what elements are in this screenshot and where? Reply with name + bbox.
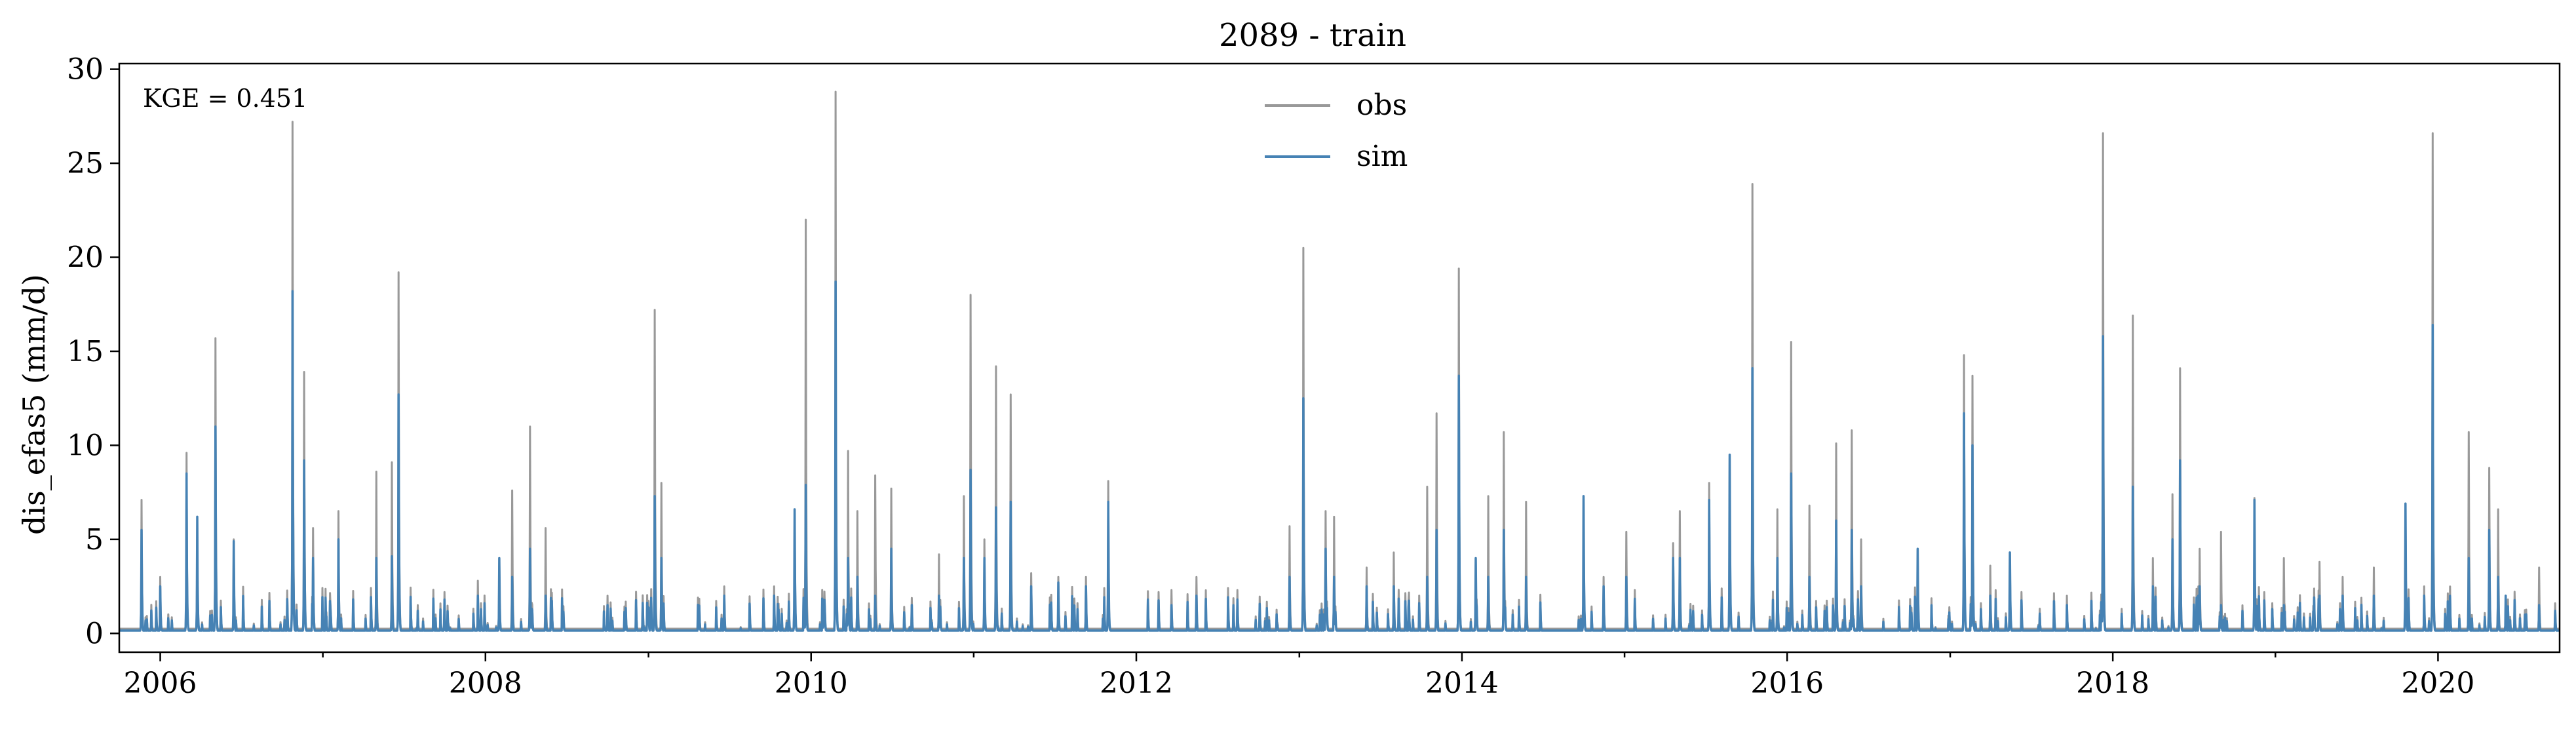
y-tick-label: 20 xyxy=(67,241,104,275)
x-tick-label: 2014 xyxy=(1425,667,1499,700)
x-tick-label: 2006 xyxy=(124,667,197,700)
kge-annotation: KGE = 0.451 xyxy=(143,84,307,113)
y-tick-label: 30 xyxy=(67,53,104,87)
y-tick-label: 10 xyxy=(67,429,104,462)
y-axis-label: dis_efas5 (mm/d) xyxy=(16,274,52,535)
legend-obs-label: obs xyxy=(1356,88,1407,122)
legend-sim-label: sim xyxy=(1356,140,1408,173)
y-axis: 0 5 10 15 20 25 30 xyxy=(67,53,119,650)
y-tick-label: 25 xyxy=(67,147,104,180)
x-tick-label: 2012 xyxy=(1100,667,1173,700)
x-tick-label: 2008 xyxy=(449,667,522,700)
x-tick-label: 2016 xyxy=(1750,667,1824,700)
x-tick-label: 2018 xyxy=(2076,667,2149,700)
y-tick-label: 0 xyxy=(85,617,104,650)
legend: obs sim xyxy=(1265,88,1408,173)
plot-area-frame xyxy=(118,62,2561,654)
chart-title: 2089 - train xyxy=(1219,17,1406,54)
series-obs-line xyxy=(119,90,2560,630)
series-sim-line xyxy=(118,281,2561,632)
x-axis: 2006 2008 2010 2012 2014 2016 2018 2020 xyxy=(124,652,2474,700)
x-tick-label: 2010 xyxy=(775,667,848,700)
y-tick-label: 5 xyxy=(85,523,104,556)
series-group xyxy=(118,90,2561,632)
y-tick-label: 15 xyxy=(67,335,104,368)
x-tick-label: 2020 xyxy=(2401,667,2474,700)
